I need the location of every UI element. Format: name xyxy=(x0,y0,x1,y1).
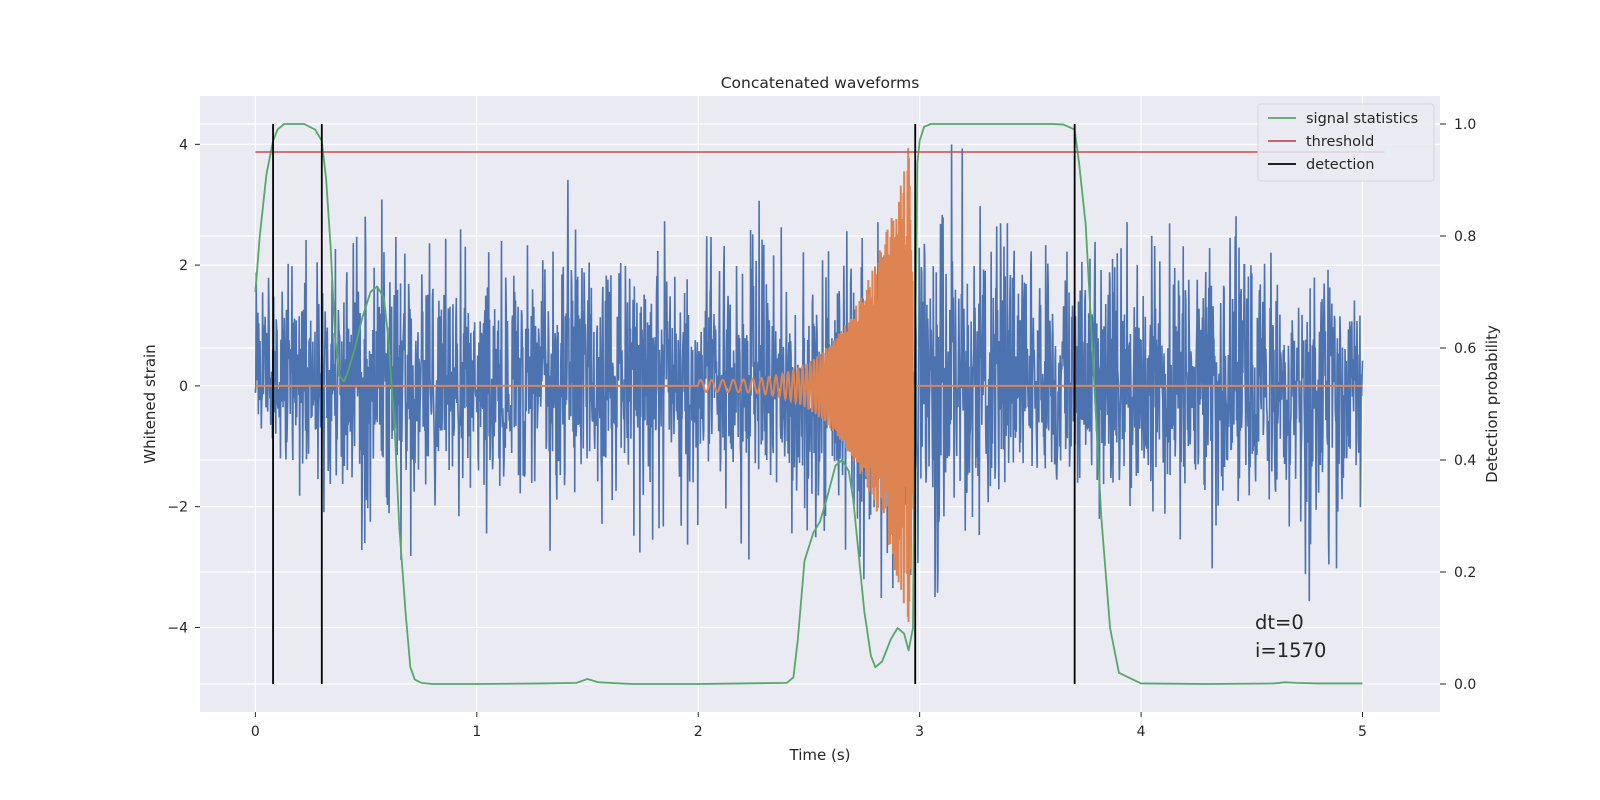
x-axis-label: Time (s) xyxy=(789,746,851,764)
y-left-tick-label: −4 xyxy=(167,620,188,636)
plot-area xyxy=(254,123,1385,685)
chart-title: Concatenated waveforms xyxy=(721,74,920,92)
x-tick-label: 2 xyxy=(694,724,703,740)
legend-label: signal statistics xyxy=(1306,111,1418,127)
legend-label: threshold xyxy=(1306,134,1374,150)
y-left-tick-label: −2 xyxy=(167,500,188,516)
x-tick-label: 0 xyxy=(251,724,260,740)
y-right-tick-label: 0.0 xyxy=(1454,677,1476,693)
y-left-tick-label: 4 xyxy=(179,137,188,153)
x-tick-label: 4 xyxy=(1137,724,1146,740)
y-right-tick-label: 0.4 xyxy=(1454,453,1476,469)
y-axis-label-left: Whitened strain xyxy=(141,344,159,463)
y-right-tick-label: 1.0 xyxy=(1454,117,1476,133)
x-tick-label: 1 xyxy=(472,724,481,740)
legend: signal statistics threshold detection xyxy=(1257,103,1435,182)
annotation-dt: dt=0 xyxy=(1255,611,1304,634)
strain-line xyxy=(254,144,1364,602)
waveform-line xyxy=(255,148,1363,622)
signal-statistics-line xyxy=(254,123,1363,685)
y-left-tick-label: 0 xyxy=(179,379,188,395)
legend-box xyxy=(1257,103,1435,182)
y-left-tick-label: 2 xyxy=(179,258,188,274)
y-right-tick-label: 0.2 xyxy=(1454,565,1476,581)
ticks: 0 1 2 3 4 5 −4 −2 0 2 4 0.0 0.2 0.4 0.6 0.8 1.0 xyxy=(167,117,1476,740)
x-tick-label: 3 xyxy=(915,724,924,740)
legend-label: detection xyxy=(1306,157,1374,173)
y-right-tick-label: 0.8 xyxy=(1454,229,1476,245)
y-axis-label-right: Detection probability xyxy=(1483,325,1501,483)
y-right-tick-label: 0.6 xyxy=(1454,341,1476,357)
annotation-i: i=1570 xyxy=(1255,639,1326,662)
x-tick-label: 5 xyxy=(1358,724,1367,740)
